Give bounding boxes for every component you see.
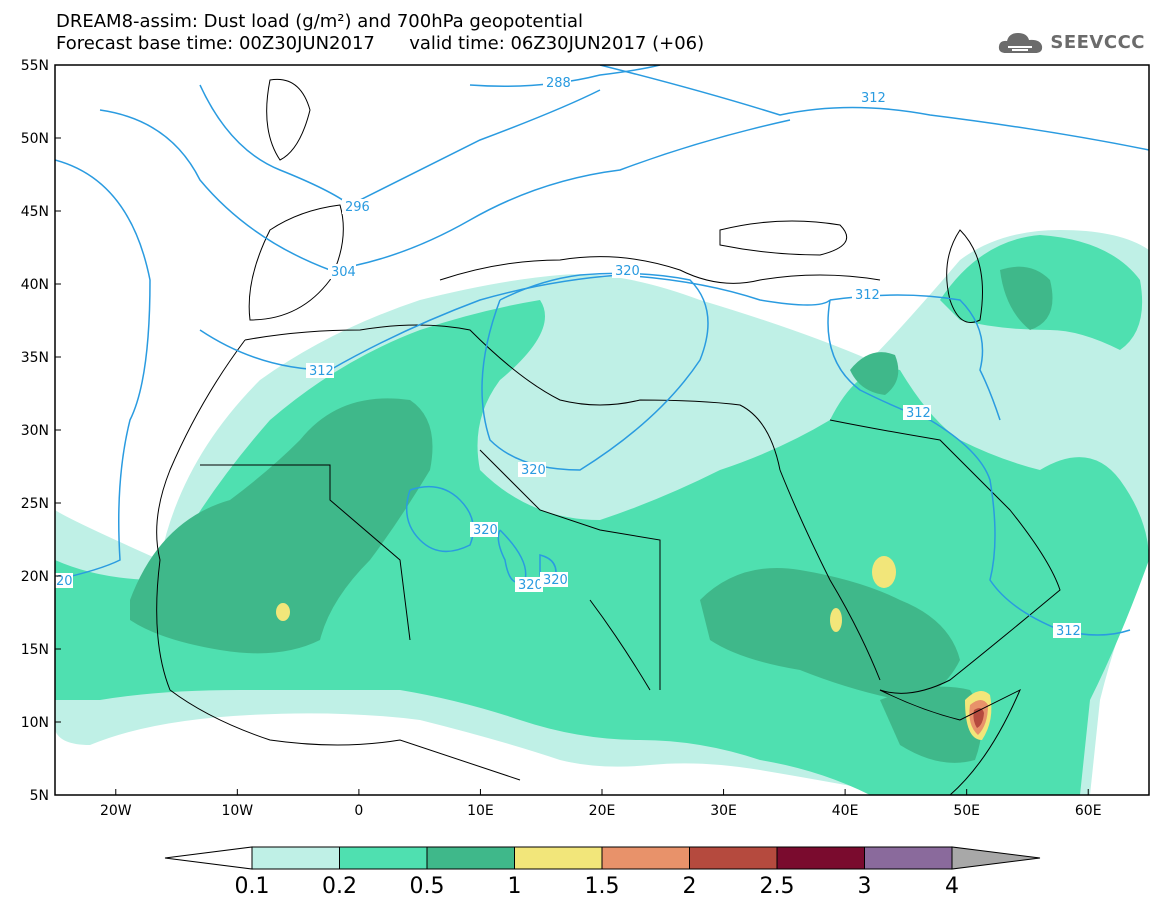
contour-label-304: 304 [331, 265, 356, 280]
lat-tick-label: 45N [21, 204, 49, 220]
border-2 [479, 449, 661, 690]
coast-red-sea [779, 469, 881, 681]
contour-label-320-chad-2: 320 [543, 573, 568, 588]
dust-area-medium-4 [1000, 266, 1053, 330]
lon-tick-label: 60E [1075, 803, 1102, 819]
cloud-icon [999, 33, 1043, 53]
colorbar-level-label: 0.2 [322, 874, 357, 899]
contour-label-320-north: 320 [615, 264, 640, 279]
lat-tick-label: 55N [21, 58, 49, 74]
lat-tick-label: 5N [30, 788, 49, 804]
border-3 [589, 599, 651, 691]
colorbar-level-label: 1 [508, 874, 522, 899]
colorbar-cell [776, 846, 865, 870]
dust-field [55, 230, 1149, 795]
contour-320-b [405, 485, 475, 553]
contour-320-a [481, 272, 709, 471]
contour-label-320-libya: 320 [521, 463, 546, 478]
lat-tick-label: 40N [21, 277, 49, 293]
colorbar-cell [601, 846, 690, 870]
colorbar-level-label: 0.1 [235, 874, 270, 899]
contour-label-312-arabian-sea: 312 [1056, 624, 1081, 639]
lon-tick-label: 20W [100, 803, 132, 819]
lon-tick-label: 50E [953, 803, 980, 819]
coast-black-sea [719, 220, 848, 256]
contour-label-312-north: 312 [861, 91, 886, 106]
coast-britain [266, 78, 311, 161]
colorbar-level-label: 2 [683, 874, 697, 899]
colorbar-level-label: 2.5 [760, 874, 795, 899]
colorbar-cell [514, 846, 603, 870]
coast-africa-west [156, 339, 521, 781]
dust-area-peak-2 [973, 708, 984, 728]
lat-tick-label: 15N [21, 642, 49, 658]
colorbar-cell [339, 846, 428, 870]
dust-area-medium-3 [850, 352, 899, 395]
colorbar-level-label: 0.5 [410, 874, 445, 899]
axis-ticks: 55N 50N 45N 40N 35N 30N 25N 20N 15N 10N 5N 20W 10W 0 1… [21, 58, 1102, 819]
geopotential-contours [55, 65, 1149, 636]
logo-text: SEEVCCC [1050, 31, 1145, 53]
lat-tick-label: 30N [21, 423, 49, 439]
contour-label-288: 288 [546, 76, 571, 91]
dust-area-high-1 [276, 603, 290, 621]
contour-label-320-niger: 320 [473, 523, 498, 538]
contour-label-312-west: 312 [309, 364, 334, 379]
colorbar: 0.1 0.2 0.5 1 1.5 2 2.5 3 4 [164, 846, 1041, 899]
contour-labels: 288 312 296 304 320 312 312 320 320 320 … [55, 75, 1081, 639]
colorbar-cell [864, 846, 953, 870]
contour-label-320-chad: 320 [518, 578, 543, 593]
contour-304 [99, 109, 791, 271]
colorbar-right-arrow [951, 846, 1041, 870]
contour-312-b [829, 294, 1001, 421]
colorbar-level-label: 4 [945, 874, 959, 899]
lat-tick-label: 50N [21, 131, 49, 147]
dust-area-medium [130, 398, 433, 654]
contour-label-312-iran: 312 [906, 406, 931, 421]
coast-caspian [946, 229, 983, 323]
border-1 [200, 464, 411, 641]
dust-area-high-2 [872, 556, 896, 588]
contour-288 [469, 65, 661, 87]
coastlines [156, 78, 1061, 795]
colorbar-cell [251, 846, 340, 870]
lon-tick-label: 0 [354, 803, 363, 819]
lat-tick-label: 10N [21, 715, 49, 731]
contour-label-312-turkey: 312 [855, 288, 880, 303]
colorbar-left-arrow [164, 846, 253, 870]
dust-area-medium-2 [700, 568, 960, 700]
lon-tick-label: 40E [832, 803, 859, 819]
contour-label-320-atlantic: 20 [56, 574, 73, 589]
lon-tick-label: 20E [589, 803, 616, 819]
coast-africa-north [244, 324, 781, 471]
dust-area-high-3 [830, 608, 842, 632]
seevccc-logo: SEEVCCC [996, 26, 1145, 58]
contour-320-c [497, 529, 527, 584]
dust-area-medium-5 [880, 686, 982, 763]
colorbar-level-label: 1.5 [585, 874, 620, 899]
contour-296 [199, 84, 601, 206]
lon-tick-label: 30E [710, 803, 737, 819]
colorbar-cell [689, 846, 778, 870]
coast-arabia [829, 419, 1061, 694]
title-line-1: DREAM8-assim: Dust load (g/m²) and 700hP… [56, 11, 583, 32]
coast-europe [248, 204, 344, 321]
lat-tick-label: 25N [21, 496, 49, 512]
coast-horn [879, 688, 1021, 795]
contour-312-west [55, 159, 151, 581]
lat-tick-label: 20N [21, 569, 49, 585]
lon-tick-label: 10E [467, 803, 494, 819]
colorbar-cell [426, 846, 515, 870]
colorbar-level-label: 3 [858, 874, 872, 899]
coast-med-north [439, 256, 881, 284]
lon-tick-label: 10W [221, 803, 253, 819]
contour-312-north [599, 65, 1149, 151]
contour-label-296: 296 [345, 200, 370, 215]
lat-tick-label: 35N [21, 350, 49, 366]
title-line-2: Forecast base time: 00Z30JUN2017 valid t… [56, 33, 705, 54]
